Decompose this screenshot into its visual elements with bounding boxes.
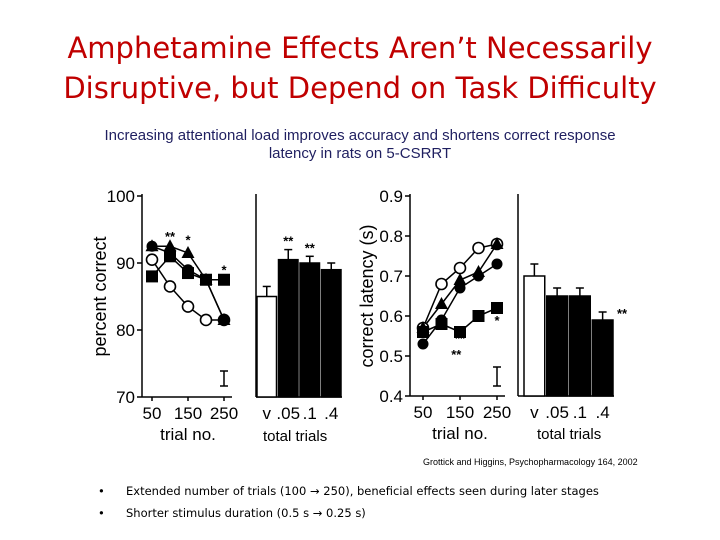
bullet-item: • Shorter stimulus duration (0.5 s → 0.25… xyxy=(98,504,599,526)
y-axis-label: correct latency (s) xyxy=(357,224,377,367)
y-tick-label: 0.7 xyxy=(379,267,403,286)
significance-marker: ** xyxy=(451,347,462,362)
data-point xyxy=(490,237,504,249)
data-point xyxy=(453,273,467,285)
significance-marker: ** xyxy=(165,229,176,244)
y-tick-label: 0.8 xyxy=(379,227,403,246)
data-point xyxy=(417,338,429,350)
data-point xyxy=(163,280,177,293)
y-tick-label: 70 xyxy=(116,388,135,407)
bar-category-label: v xyxy=(530,403,539,422)
x-tick-label: 150 xyxy=(174,404,202,423)
data-point xyxy=(491,302,503,314)
bar-category-label: .1 xyxy=(303,404,317,423)
slide-title: Amphetamine Effects Aren’t Necessarily D… xyxy=(0,28,720,108)
bar-category-label: .4 xyxy=(596,403,610,422)
bar xyxy=(299,262,321,398)
data-point xyxy=(182,267,194,280)
bullet-text: Shorter stimulus duration (0.5 s → 0.25 … xyxy=(126,506,366,520)
y-tick-label: 90 xyxy=(116,254,135,273)
data-point xyxy=(199,313,213,327)
data-point xyxy=(146,240,158,252)
slide-title-line-2: Disruptive, but Depend on Task Difficult… xyxy=(63,71,657,105)
data-point xyxy=(435,277,448,291)
data-point xyxy=(181,245,195,258)
significance-marker: ** xyxy=(305,240,316,255)
significance-marker: ** xyxy=(617,306,628,321)
bar xyxy=(591,319,614,397)
x-tick-label: 50 xyxy=(143,404,162,423)
y-tick-label: 0.6 xyxy=(379,307,403,326)
total-trials-label-right: total trials xyxy=(537,426,602,443)
y-tick-label: 0.5 xyxy=(379,347,403,366)
data-point xyxy=(491,258,503,270)
slide-title-line-1: Amphetamine Effects Aren’t Necessarily xyxy=(67,31,653,65)
x-tick-label: 250 xyxy=(483,403,511,422)
bar-category-label: v xyxy=(263,404,272,423)
bar xyxy=(277,258,299,398)
x-tick-label: 250 xyxy=(210,404,238,423)
bar xyxy=(523,275,546,397)
citation: Grottick and Higgins, Psychopharmacology… xyxy=(423,457,638,467)
x-tick-label: 150 xyxy=(446,403,474,422)
x-axis-label: trial no. xyxy=(432,424,488,443)
bar xyxy=(320,268,342,398)
bar-category-label: .1 xyxy=(573,403,587,422)
significance-marker: ** xyxy=(283,234,294,249)
total-trials-label-left: total trials xyxy=(263,428,328,445)
data-point xyxy=(164,250,176,263)
data-point xyxy=(146,270,158,283)
data-point xyxy=(472,310,485,322)
data-point xyxy=(200,273,212,286)
significance-marker: * xyxy=(494,313,500,328)
data-point xyxy=(163,239,177,252)
bar-category-label: .05 xyxy=(276,404,300,423)
slide-subtitle: Increasing attentional load improves acc… xyxy=(50,127,670,163)
data-point xyxy=(218,314,230,326)
data-point xyxy=(454,326,466,338)
bar xyxy=(546,295,569,397)
y-tick-label: 0.4 xyxy=(379,387,403,406)
x-axis-label: trial no. xyxy=(160,425,216,444)
x-tick-label: 50 xyxy=(414,403,433,422)
data-point xyxy=(181,300,195,313)
y-axis-label: percent correct xyxy=(90,236,110,356)
data-point xyxy=(417,326,429,338)
data-point xyxy=(453,261,467,275)
data-point xyxy=(435,318,448,330)
significance-marker: * xyxy=(221,263,227,278)
y-tick-label: 80 xyxy=(116,321,135,340)
slide-subtitle-line-1: Increasing attentional load improves acc… xyxy=(104,127,616,144)
bullet-list: • Extended number of trials (100 → 250), … xyxy=(98,482,599,526)
significance-marker: * xyxy=(185,233,191,248)
bullet-dot: • xyxy=(98,484,105,498)
y-tick-label: 100 xyxy=(107,187,135,206)
data-point xyxy=(435,297,448,309)
slide-subtitle-line-2: latency in rats on 5-CSRRT xyxy=(268,145,452,162)
data-point xyxy=(145,253,159,266)
data-point xyxy=(454,282,466,294)
bullet-dot: • xyxy=(98,506,105,520)
bar-category-label: .05 xyxy=(545,403,569,422)
significance-marker: ** xyxy=(455,331,466,346)
bar-category-label: .4 xyxy=(324,404,338,423)
bar xyxy=(568,295,591,397)
data-point xyxy=(472,241,485,255)
bar xyxy=(256,295,278,398)
bullet-item: • Extended number of trials (100 → 250), … xyxy=(98,482,599,504)
data-point xyxy=(218,273,230,286)
bullet-text: Extended number of trials (100 → 250), b… xyxy=(126,484,599,498)
data-point xyxy=(473,270,484,282)
y-tick-label: 0.9 xyxy=(379,187,403,206)
